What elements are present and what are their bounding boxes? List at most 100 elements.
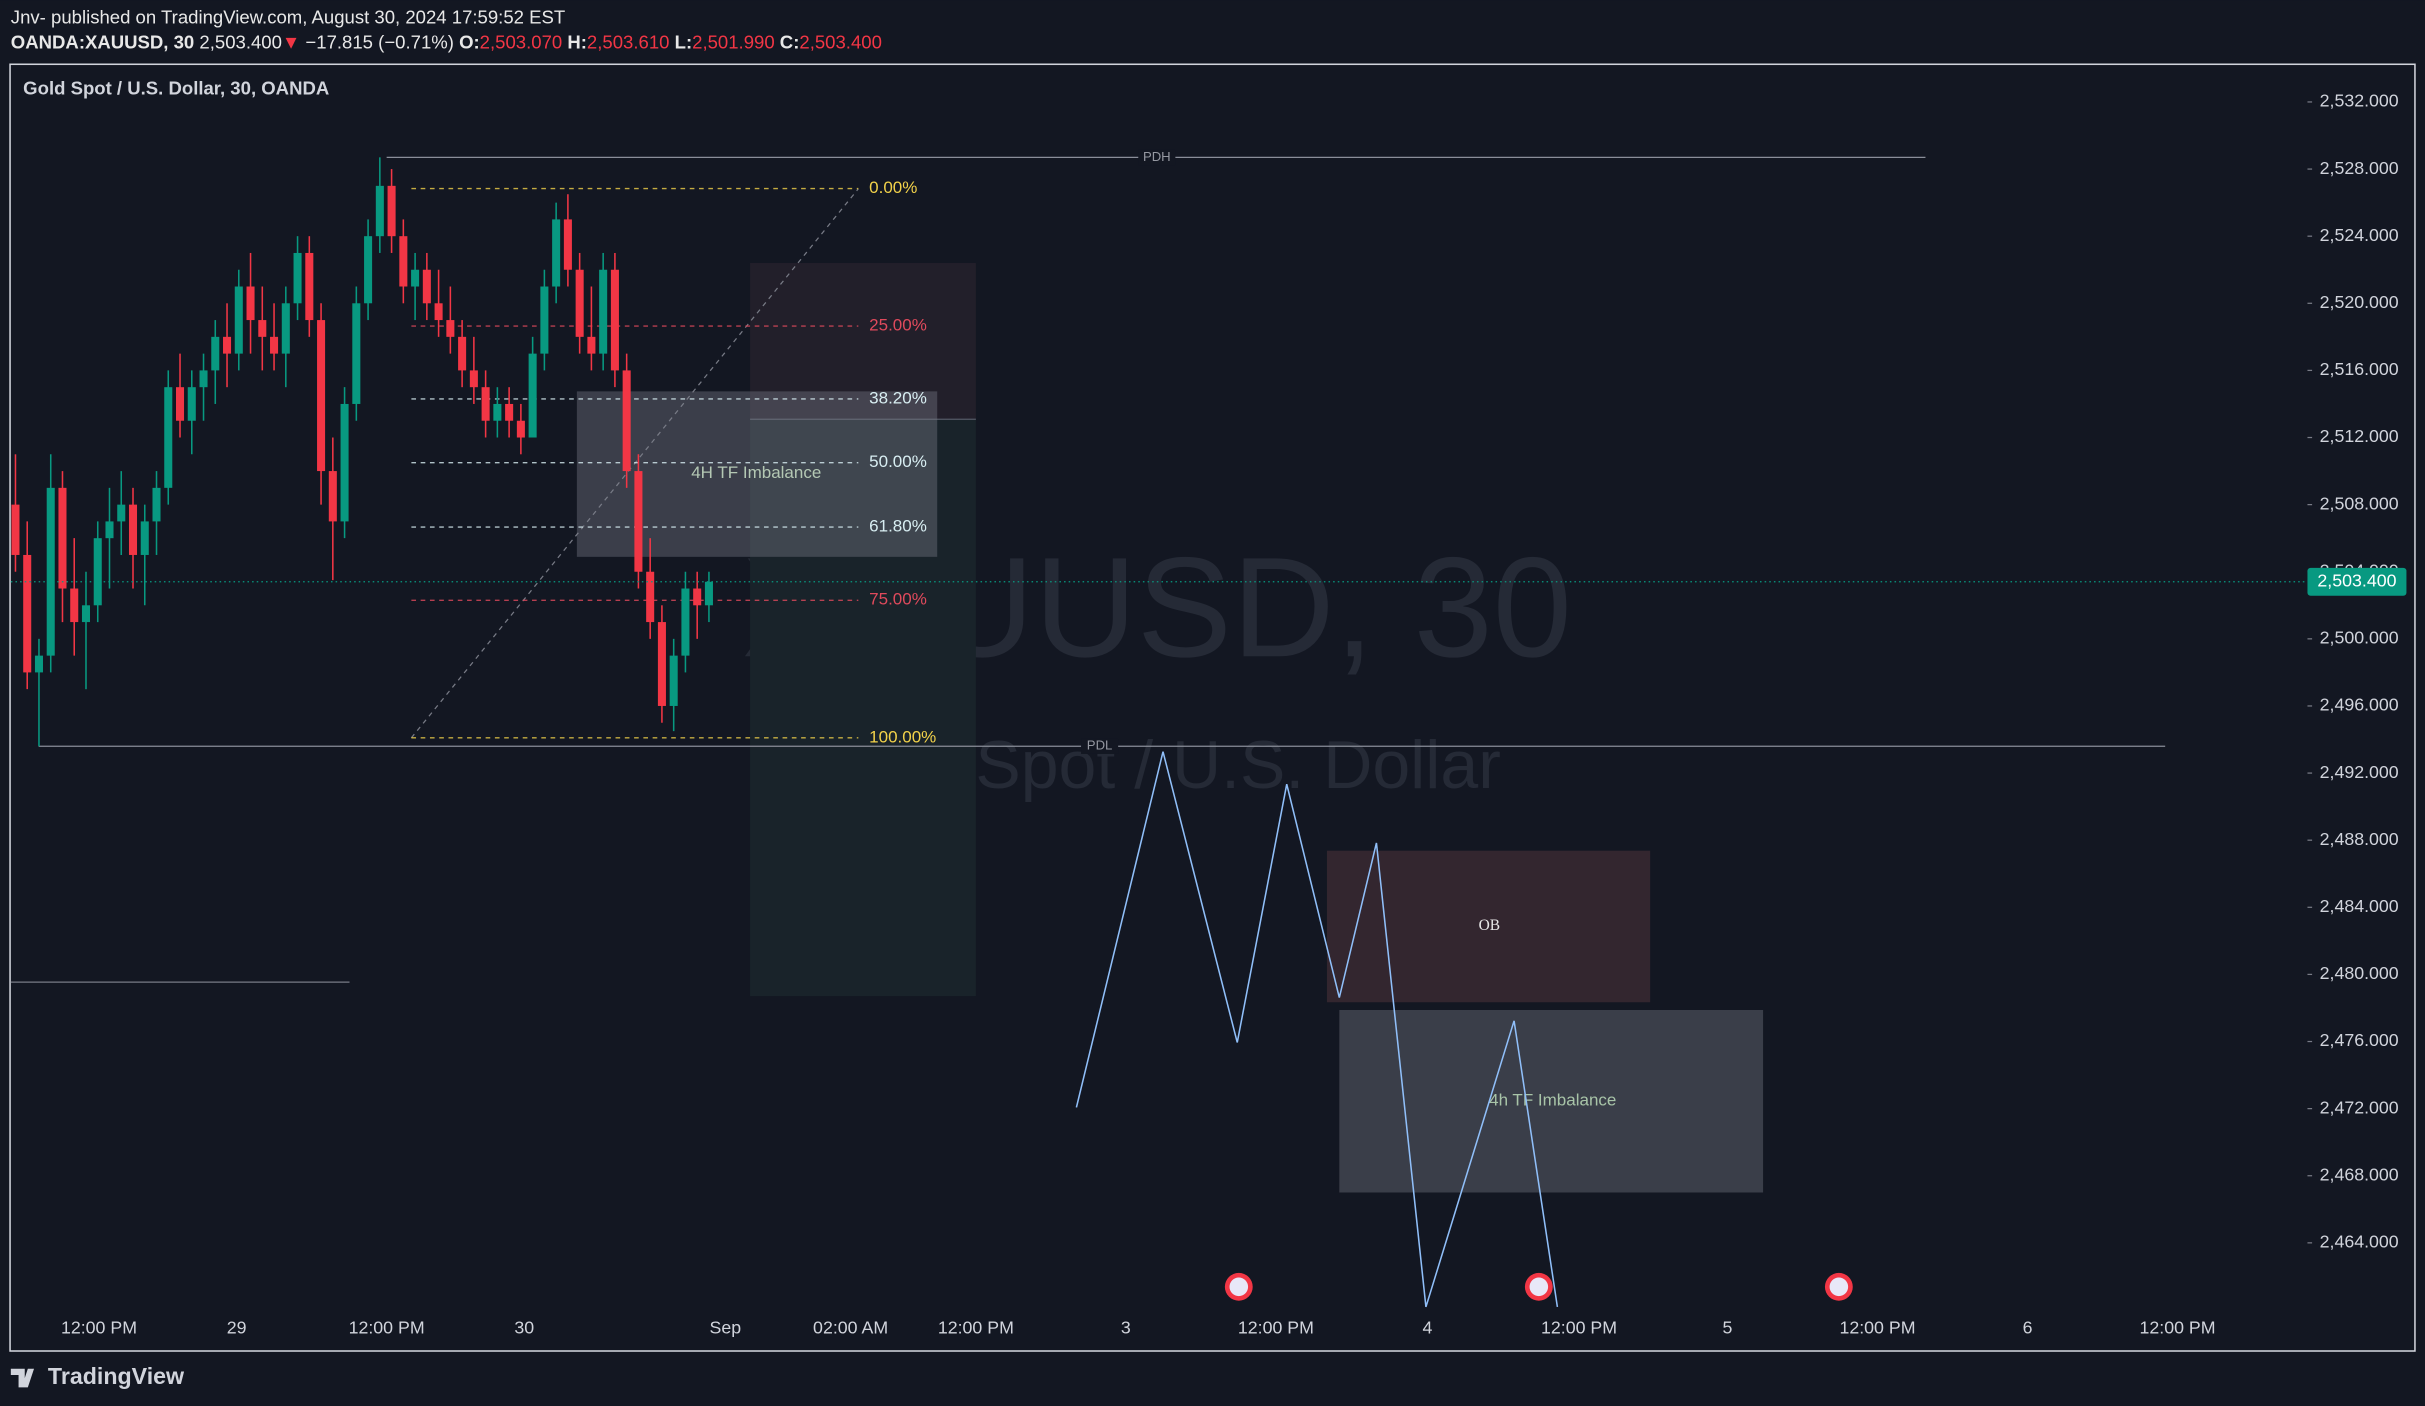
x-tick-label: 12:00 PM — [1839, 1317, 1915, 1337]
event-flag-inner — [1229, 1277, 1249, 1297]
imbalance-label-lower: 4h TF Imbalance — [1489, 1091, 1616, 1110]
candle-body — [211, 336, 220, 371]
y-tick-label: 2,508.000 — [2320, 493, 2399, 513]
candle-body — [164, 387, 173, 488]
x-tick-label: 12:00 PM — [61, 1317, 137, 1337]
candle-body — [387, 185, 396, 237]
candle-body — [34, 655, 43, 673]
y-tick-label: 2,524.000 — [2320, 225, 2399, 245]
x-tick-label: 12:00 PM — [2140, 1317, 2216, 1337]
event-flag-inner — [1529, 1277, 1549, 1297]
candle-body — [140, 521, 149, 555]
x-tick-label: 3 — [1121, 1317, 1131, 1337]
level-label: PDH — [1143, 149, 1171, 164]
candle-body — [693, 588, 702, 606]
candle-body — [610, 269, 619, 371]
candle-body — [234, 286, 243, 354]
x-tick-label: 30 — [514, 1317, 534, 1337]
candle-body — [681, 588, 690, 656]
y-tick-label: 2,480.000 — [2320, 963, 2399, 983]
change: −17.815 (−0.71%) — [305, 31, 453, 52]
candle-body — [575, 269, 584, 337]
y-tick-label: 2,532.000 — [2320, 91, 2399, 111]
y-tick-label: 2,472.000 — [2320, 1097, 2399, 1117]
candle-body — [458, 336, 467, 371]
chart-frame — [9, 63, 2416, 1352]
candle-body — [505, 403, 514, 421]
last-price-label: 2,503.400 — [2317, 571, 2396, 591]
candle-body — [223, 336, 232, 354]
level-label-bg — [1138, 149, 1176, 166]
y-tick-label: 2,512.000 — [2320, 426, 2399, 446]
event-flag-inner — [1829, 1277, 1849, 1297]
candle-body — [305, 252, 314, 321]
candle-body — [352, 303, 361, 404]
candle-body — [375, 185, 384, 237]
x-tick-label: 29 — [227, 1317, 247, 1337]
fib-label: 61.80% — [869, 517, 927, 536]
candle-body — [128, 504, 138, 555]
candle-body — [81, 605, 91, 623]
published-line: Jnv- published on TradingView.com, Augus… — [11, 7, 565, 28]
y-tick-label: 2,516.000 — [2320, 359, 2399, 379]
o-label: O: — [459, 31, 480, 52]
y-tick-label: 2,528.000 — [2320, 158, 2399, 178]
reward-zone — [750, 419, 976, 997]
x-tick-label: Sep — [710, 1317, 742, 1337]
candle-body — [622, 370, 631, 472]
candle-body — [46, 487, 55, 656]
candle-body — [117, 504, 126, 522]
x-tick-label: 12:00 PM — [938, 1317, 1014, 1337]
chart-legend: Gold Spot / U.S. Dollar, 30, OANDA — [23, 78, 329, 99]
candle-body — [70, 588, 79, 623]
candle-body — [552, 219, 561, 287]
candle-body — [657, 622, 666, 706]
brand: TradingView — [10, 1363, 185, 1389]
candle-body — [704, 581, 713, 606]
c-label: C: — [780, 31, 800, 52]
ob-label: OB — [1479, 917, 1500, 934]
ohlc-line: OANDA:XAUUSD, 30 2,503.400▼ −17.815 (−0.… — [11, 31, 882, 52]
price: 2,503.400 — [199, 31, 282, 52]
candle-body — [646, 571, 655, 623]
candle-body — [293, 252, 302, 304]
candle-body — [58, 487, 67, 589]
candle-body — [175, 387, 185, 421]
x-tick-label: 12:00 PM — [1541, 1317, 1617, 1337]
level-label-bg — [1081, 738, 1119, 754]
y-tick-label: 2,488.000 — [2320, 829, 2399, 849]
y-tick-label: 2,468.000 — [2320, 1164, 2399, 1184]
projection-path — [1075, 751, 1559, 1308]
l-value: 2,501.990 — [692, 31, 775, 52]
candle-body — [93, 538, 102, 606]
candle-body — [199, 370, 208, 388]
x-tick-label: 5 — [1723, 1317, 1733, 1337]
candle-body — [587, 336, 596, 354]
candle-body — [493, 403, 502, 421]
candle-body — [364, 236, 373, 304]
candle-body — [270, 336, 279, 354]
y-tick-label: 2,464.000 — [2320, 1232, 2399, 1252]
candle-body — [599, 269, 608, 354]
fib-label: 75.00% — [869, 590, 927, 609]
brand-name: TradingView — [48, 1363, 185, 1389]
last-price-box — [2307, 567, 2407, 596]
candle-body — [446, 320, 455, 337]
x-tick-label: 4 — [1423, 1317, 1433, 1337]
ob-box — [1326, 850, 1651, 1003]
candle-body — [187, 387, 196, 421]
candle-body — [634, 471, 643, 572]
candle-body — [23, 554, 32, 673]
x-tick-label: 12:00 PM — [1238, 1317, 1314, 1337]
candle-body — [669, 655, 678, 706]
h-label: H: — [567, 31, 587, 52]
symbol: OANDA:XAUUSD, 30 — [11, 31, 194, 52]
event-flags — [1224, 1272, 1853, 1301]
arrow: ▼ — [282, 31, 300, 52]
candle-body — [563, 219, 572, 270]
c-value: 2,503.400 — [799, 31, 882, 52]
candle-body — [481, 387, 490, 421]
brand-logo — [10, 1368, 35, 1388]
